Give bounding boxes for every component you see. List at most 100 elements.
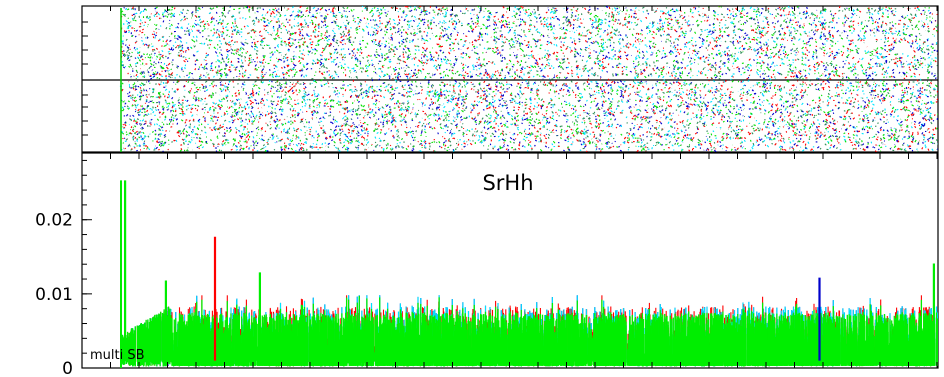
upper-strip-mark (580, 22, 583, 24)
upper-strip-mark (388, 51, 390, 54)
upper-strip-mark (805, 42, 808, 44)
upper-strip-mark (477, 25, 479, 27)
upper-strip-mark (740, 29, 743, 32)
upper-strip-mark (612, 41, 615, 44)
upper-strip-mark (789, 13, 792, 16)
upper-strip-mark (159, 56, 161, 59)
upper-strip-mark (276, 30, 279, 32)
upper-strip-mark (534, 62, 538, 65)
upper-strip-mark (127, 54, 130, 57)
upper-strip-mark (542, 34, 545, 38)
upper-strip-mark (670, 18, 673, 21)
upper-strip-mark (158, 77, 161, 80)
upper-strip-mark (188, 34, 191, 37)
upper-strip-mark (715, 53, 719, 56)
upper-strip-mark (453, 49, 455, 52)
upper-strip-mark (607, 24, 610, 27)
upper-strip-mark (636, 38, 639, 41)
upper-strip-mark (294, 64, 297, 67)
upper-strip-mark (805, 46, 807, 49)
upper-strip-mark (536, 61, 539, 64)
upper-strip-mark (903, 17, 906, 20)
upper-strip-mark (324, 9, 328, 12)
upper-strip-mark (297, 22, 299, 25)
upper-strip-mark (679, 75, 683, 79)
upper-strip-mark (124, 44, 127, 47)
upper-strip-mark (135, 69, 138, 72)
upper-strip-mark (397, 71, 400, 75)
upper-strip-mark (935, 77, 937, 80)
upper-strip-mark (556, 76, 559, 79)
upper-strip-mark (123, 6, 125, 9)
upper-strip-mark (707, 16, 710, 19)
upper-strip-mark (236, 48, 238, 50)
upper-strip-mark (315, 9, 318, 12)
upper-strip-mark (416, 32, 418, 35)
upper-strip-mark (884, 30, 887, 33)
upper-strip-mark (484, 72, 487, 74)
upper-strip-mark (871, 54, 873, 56)
upper-strip-mark (760, 48, 763, 51)
upper-strip-mark (159, 38, 161, 41)
upper-strip-mark (913, 63, 916, 65)
upper-strip-mark (121, 40, 124, 43)
upper-strip-mark (767, 63, 769, 66)
upper-strip-mark (467, 30, 470, 33)
upper-strip-mark (701, 72, 704, 75)
upper-strip-mark (787, 13, 790, 16)
upper-strip-mark (213, 75, 215, 78)
upper-strip-mark (711, 31, 715, 34)
upper-strip-mark (277, 11, 281, 14)
upper-strip-mark (408, 72, 411, 75)
upper-strip-mark (935, 29, 938, 32)
upper-strip-mark (328, 44, 331, 48)
upper-strip-mark (165, 27, 168, 30)
upper-strip-mark (799, 11, 801, 13)
upper-strip-mark (334, 35, 336, 37)
upper-strip-mark (478, 67, 481, 70)
upper-strip-mark (269, 15, 272, 18)
upper-strip-mark (516, 55, 518, 58)
upper-strip-mark (547, 54, 550, 57)
upper-strip-mark (812, 58, 815, 60)
upper-strip-mark (140, 55, 143, 57)
upper-strip-mark (808, 67, 812, 71)
upper-strip-mark (365, 69, 369, 73)
upper-strip-mark (229, 70, 232, 73)
upper-strip-mark (924, 58, 926, 61)
upper-strip-mark (561, 61, 565, 64)
upper-strip-mark (278, 24, 281, 27)
upper-strip-mark (218, 21, 221, 24)
upper-strip-mark (220, 61, 222, 64)
upper-strip-mark (257, 18, 260, 22)
upper-strip-mark (456, 70, 459, 73)
upper-strip-mark (555, 74, 558, 78)
upper-strip-mark (831, 70, 834, 73)
upper-strip-mark (449, 59, 452, 62)
upper-strip-mark (292, 42, 294, 45)
upper-strip-mark (566, 58, 569, 61)
upper-strip-mark (647, 25, 650, 28)
upper-strip-mark (132, 7, 135, 10)
upper-strip-mark (300, 52, 303, 55)
upper-strip-mark (251, 28, 254, 31)
upper-strip-mark (284, 42, 286, 44)
upper-strip-mark (504, 19, 508, 23)
upper-strip-mark (751, 38, 754, 41)
upper-strip-mark (715, 74, 718, 78)
upper-strip-mark (555, 58, 558, 60)
upper-strip-mark (757, 7, 759, 9)
upper-strip-mark (430, 27, 433, 30)
upper-strip-mark (706, 35, 709, 38)
upper-strip-mark (212, 34, 215, 37)
upper-strip-mark (287, 63, 290, 66)
upper-strip-mark (167, 50, 170, 53)
upper-strip-mark (321, 37, 324, 40)
upper-strip-mark (783, 47, 786, 49)
upper-strip-mark (337, 75, 340, 78)
upper-strip-mark (158, 51, 160, 53)
upper-strip-mark (501, 35, 503, 38)
upper-strip-mark (347, 22, 350, 25)
upper-strip-mark (417, 6, 419, 9)
upper-strip-mark (195, 39, 197, 41)
